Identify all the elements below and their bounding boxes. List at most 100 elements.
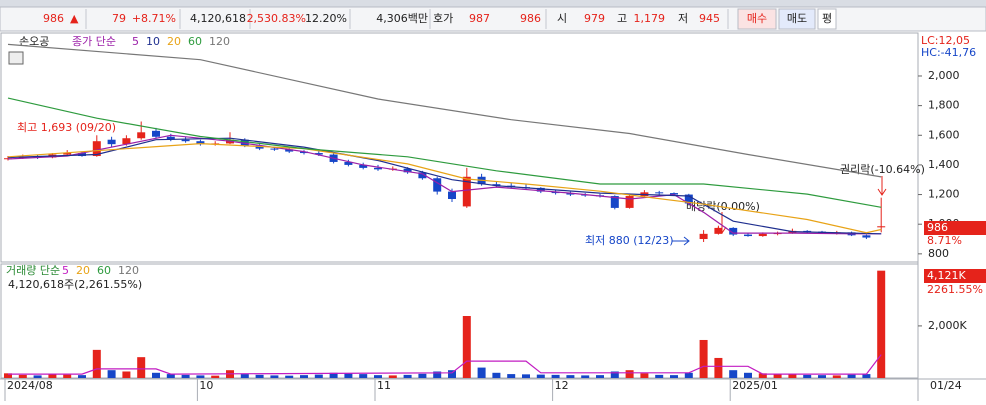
- open: 979: [584, 12, 605, 25]
- low-annotation: 최저 880 (12/23): [585, 234, 674, 247]
- stock-name: 손오공: [19, 35, 49, 48]
- candle-body: [670, 193, 678, 195]
- volume-bar: [522, 374, 530, 378]
- volume-bar: [655, 374, 664, 378]
- candle-body: [196, 141, 205, 145]
- volume-bar: [581, 375, 590, 378]
- volume-bar: [181, 374, 190, 378]
- volume-bar: [670, 375, 678, 378]
- volume-bar: [744, 372, 752, 378]
- volume-bar: [92, 349, 101, 378]
- volume-legend-label: 거래량 단순: [6, 264, 60, 277]
- volume-bar: [33, 375, 42, 378]
- volume-bar: [196, 375, 205, 378]
- volume-bar: [847, 374, 856, 378]
- quote-label: 호가: [433, 12, 453, 25]
- lc-label: LC:12,05: [921, 34, 970, 47]
- volume-bar: [758, 373, 767, 378]
- volume-bar: [63, 374, 72, 378]
- volume-bar: [492, 372, 501, 378]
- volume-bar: [773, 374, 782, 378]
- volume: 4,120,618: [190, 12, 246, 25]
- volume-bar: [152, 372, 160, 378]
- sell-label[interactable]: 매도: [787, 12, 807, 25]
- low-arrow: [672, 236, 690, 246]
- volume-bar: [329, 372, 338, 378]
- volume-legend-entry: 60: [97, 264, 111, 277]
- candle-body: [285, 149, 294, 152]
- volume-bar: [255, 374, 264, 378]
- volume-bar: [211, 375, 220, 378]
- volume-bar: [270, 375, 279, 378]
- quote-separators: [85, 9, 729, 29]
- date-label: 01/24: [930, 379, 962, 392]
- buy-button[interactable]: [737, 8, 777, 30]
- last-volume-pct: 2261.55%: [927, 283, 983, 296]
- volume-bar: [699, 339, 708, 378]
- candle-body: [462, 176, 471, 207]
- sell-button[interactable]: [778, 8, 816, 30]
- volume-bar: [640, 373, 649, 378]
- volume-legend-entry: 5: [62, 264, 69, 277]
- volume-legend-entry: 20: [76, 264, 90, 277]
- high-annotation: 최고 1,693 (09/20): [17, 121, 116, 134]
- y-tick-label: 1,800: [928, 99, 960, 112]
- candle-body: [877, 226, 886, 228]
- volume-tick-label: 2,000K: [928, 319, 967, 332]
- candle-body: [433, 178, 442, 192]
- volume-bar: [107, 370, 116, 378]
- candle-body: [744, 234, 752, 237]
- avg-label[interactable]: 평: [822, 12, 832, 25]
- volume-bar: [137, 357, 146, 378]
- grid-icon[interactable]: [8, 51, 24, 65]
- high: 1,179: [634, 12, 666, 25]
- volume-bar: [818, 375, 826, 378]
- volume-bar: [78, 375, 86, 378]
- volume-bar: [684, 372, 693, 378]
- candle-body: [418, 172, 427, 179]
- ma-line: [7, 137, 882, 235]
- volume-bar: [877, 270, 886, 378]
- volume-ma-line: [8, 354, 882, 375]
- open-label: 시: [557, 12, 567, 25]
- volume-summary: 4,120,618주(2,261.55%): [8, 278, 142, 291]
- candle-body: [181, 139, 190, 142]
- volume-bar: [448, 370, 456, 378]
- candle-body: [166, 136, 175, 140]
- volume-bar: [714, 357, 723, 378]
- candle-body: [699, 233, 708, 240]
- candle-body: [448, 191, 456, 200]
- buy-label[interactable]: 매수: [747, 12, 767, 25]
- candle-body: [684, 194, 693, 204]
- x-tick-label: 12: [555, 379, 569, 392]
- volume-bar: [122, 371, 131, 378]
- volume-bar: [48, 374, 57, 378]
- avg-button[interactable]: [817, 8, 837, 30]
- candle-body: [359, 164, 368, 168]
- turnover: 12.20%: [305, 12, 347, 25]
- change-pct: +8.71%: [132, 12, 176, 25]
- candle-body: [122, 138, 131, 145]
- volume-bar: [359, 374, 368, 378]
- low: 945: [699, 12, 720, 25]
- bid: 986: [520, 12, 541, 25]
- candle-body: [758, 233, 767, 237]
- volume-bar: [462, 316, 471, 378]
- high-label: 고: [617, 12, 627, 25]
- volume-bar: [832, 375, 841, 378]
- candle-body: [566, 193, 575, 195]
- volume-bar: [477, 367, 486, 378]
- price: 986: [43, 12, 64, 25]
- candle-body: [536, 187, 545, 192]
- top-strip: [0, 0, 986, 7]
- legend-entry: 10: [146, 35, 160, 48]
- volume-pct: 2,530.83%: [247, 12, 306, 25]
- volume-bar: [610, 371, 619, 378]
- candle-body: [862, 235, 871, 238]
- y-tick-label: 800: [928, 247, 949, 260]
- candle-body: [152, 130, 160, 137]
- candle-body: [655, 192, 664, 194]
- candle-body: [107, 139, 116, 145]
- candle-body: [300, 151, 308, 154]
- volume-bar: [625, 370, 634, 378]
